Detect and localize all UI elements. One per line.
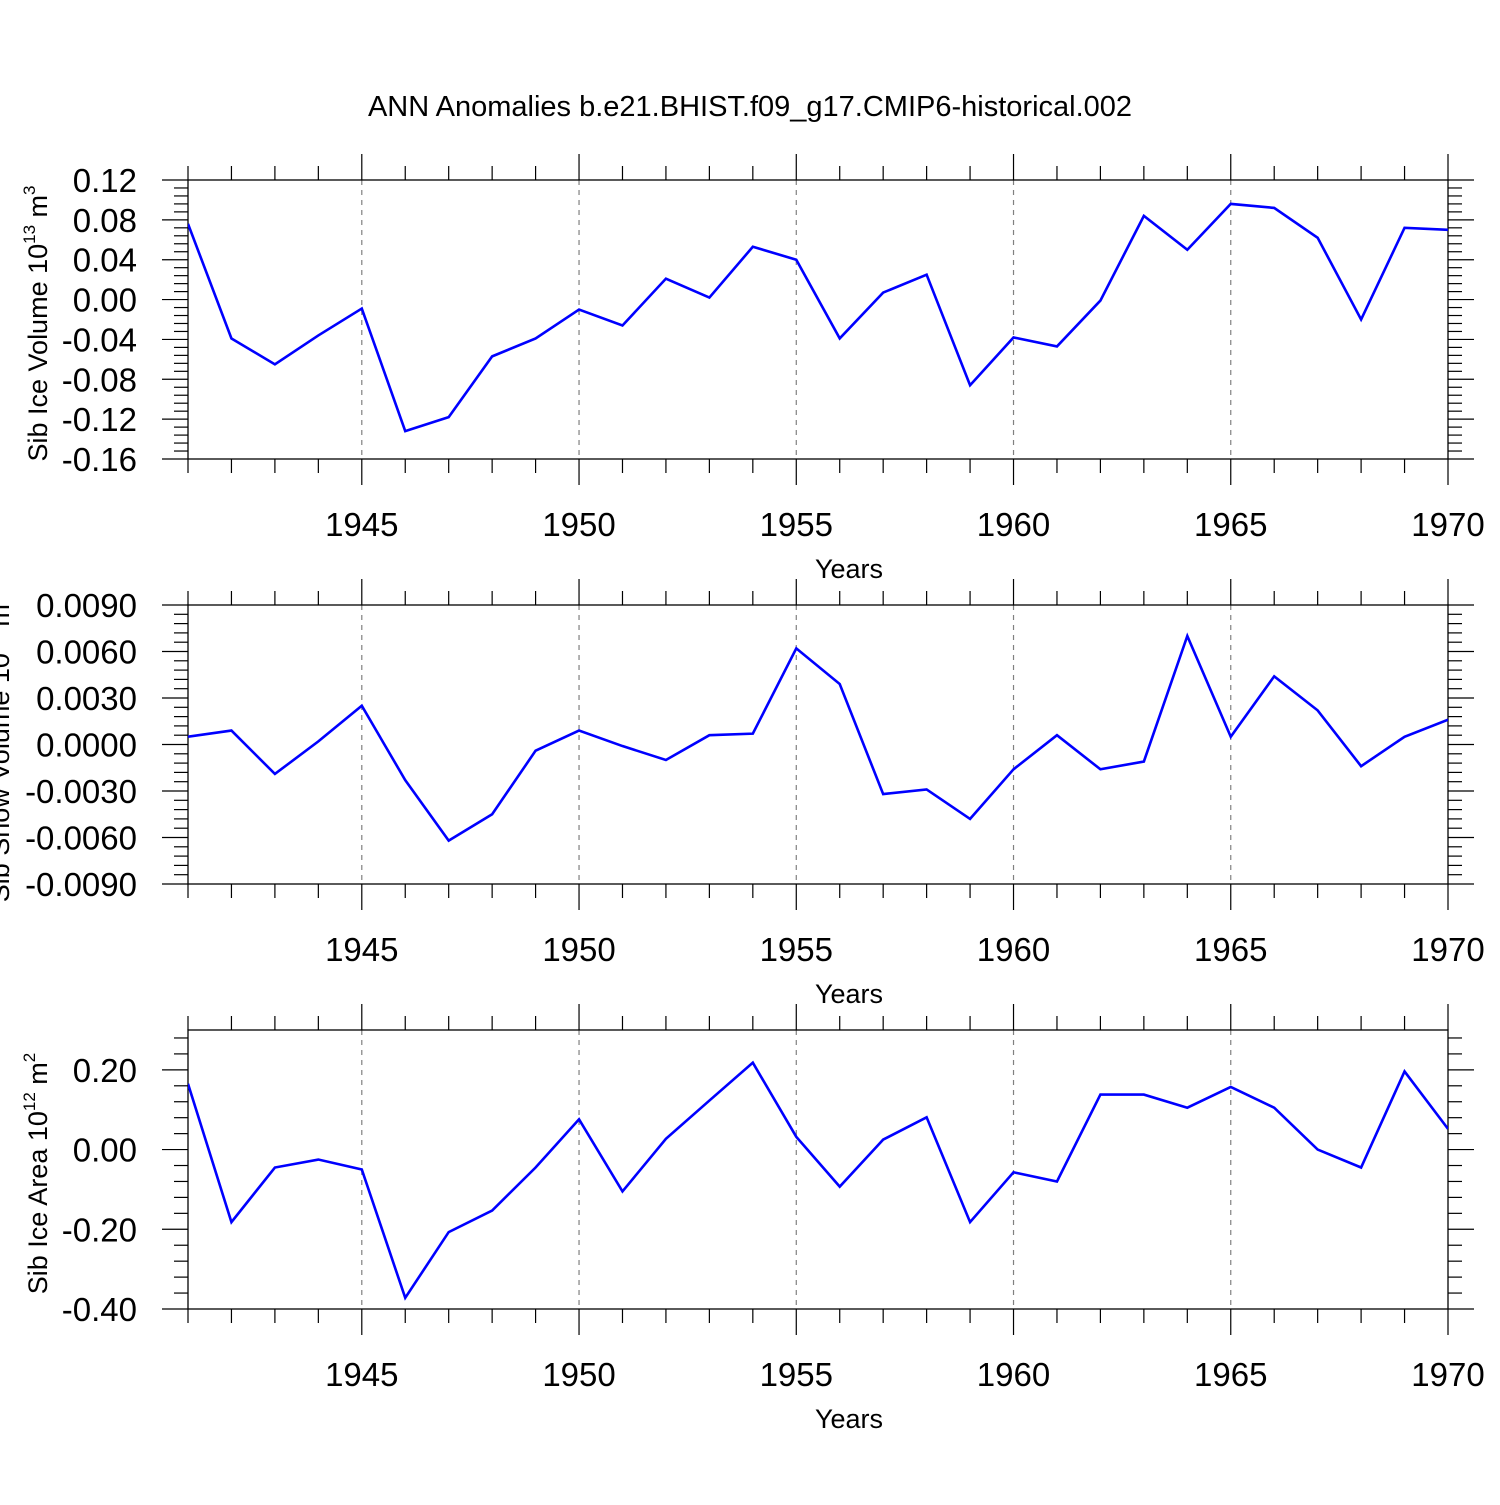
chart-panel-2: 1945 1950 1955 1960 1965 1970 Years 0.0090 0.006… (0, 579, 1485, 1009)
y-tick-label: 0.00 (73, 1132, 137, 1169)
x-axis-title: Years (815, 554, 883, 584)
y-tick-label: -0.40 (62, 1291, 137, 1328)
y-axis-title-main: Sib Snow Volume 10 (0, 653, 15, 902)
y-axis-title: Sib Snow Volume 1013 m3 (0, 595, 15, 903)
x-tick-label-1955: 1955 (760, 1356, 833, 1393)
y-axis-title: Sib Ice Area 1012 m2 (20, 1053, 53, 1295)
series-line-1 (188, 1063, 1448, 1298)
y-axis-title-exponent: 13 (20, 225, 39, 244)
y-tick-label: -0.04 (62, 321, 137, 358)
x-tick-label-1955: 1955 (760, 931, 833, 968)
x-tick-label-1945: 1945 (325, 931, 398, 968)
y-axis-title-unit-exponent: 2 (20, 1053, 39, 1062)
y-axis-title-unit: m (23, 1062, 53, 1092)
x-tick-label-1955: 1955 (760, 506, 833, 543)
y-tick-label: -0.0090 (25, 866, 137, 903)
x-tick-label-1945: 1945 (325, 1356, 398, 1393)
y-tick-label: -0.16 (62, 441, 137, 478)
series-line-1 (188, 204, 1448, 431)
x-tick-label-1965: 1965 (1194, 931, 1267, 968)
x-axis-title: Years (815, 1404, 883, 1434)
series-line-1 (188, 636, 1448, 841)
x-tick-label-1965: 1965 (1194, 506, 1267, 543)
y-tick-label: -0.0030 (25, 773, 137, 810)
plot-frame (188, 605, 1448, 884)
plot-frame (188, 1030, 1448, 1309)
y-tick-label: -0.12 (62, 401, 137, 438)
y-tick-label: 0.00 (73, 282, 137, 319)
y-tick-label: 0.0030 (36, 680, 137, 717)
y-axis-title-unit-exponent: 3 (0, 595, 1, 604)
x-tick-label-1960: 1960 (977, 1356, 1050, 1393)
figure-title: ANN Anomalies b.e21.BHIST.f09_g17.CMIP6-… (368, 91, 1132, 123)
y-axis-title-unit: m (23, 195, 53, 225)
x-tick-label-1970: 1970 (1411, 506, 1484, 543)
chart-panel-3: 1945 1950 1955 1960 1965 1970 Years 0.20 0.00 -0.… (20, 1004, 1484, 1434)
plot-frame (188, 180, 1448, 459)
y-tick-label: 0.0090 (36, 587, 137, 624)
y-tick-label: 0.0060 (36, 634, 137, 671)
x-axis-title: Years (815, 979, 883, 1009)
y-axis-title-exponent: 13 (0, 634, 1, 653)
x-tick-label-1970: 1970 (1411, 931, 1484, 968)
y-axis-title-main: Sib Ice Volume 10 (23, 244, 53, 462)
x-tick-label-1945: 1945 (325, 506, 398, 543)
y-tick-label: -0.0060 (25, 820, 137, 857)
x-tick-label-1970: 1970 (1411, 1356, 1484, 1393)
x-tick-label-1950: 1950 (542, 1356, 615, 1393)
x-tick-label-1960: 1960 (977, 506, 1050, 543)
y-tick-label: -0.20 (62, 1211, 137, 1248)
y-tick-label: 0.20 (73, 1052, 137, 1089)
y-tick-label: 0.12 (73, 162, 137, 199)
y-axis-title-exponent: 12 (20, 1092, 39, 1111)
y-axis-title-unit: m (0, 604, 15, 634)
y-tick-label: -0.08 (62, 361, 137, 398)
x-tick-label-1950: 1950 (542, 506, 615, 543)
y-axis-title-main: Sib Ice Area 10 (23, 1111, 53, 1294)
y-axis-title: Sib Ice Volume 1013 m3 (20, 185, 53, 461)
y-tick-label: 0.04 (73, 242, 137, 279)
x-tick-label-1960: 1960 (977, 931, 1050, 968)
y-axis-title-unit-exponent: 3 (20, 185, 39, 194)
y-tick-label: 0.0000 (36, 727, 137, 764)
x-tick-label-1965: 1965 (1194, 1356, 1267, 1393)
y-tick-label: 0.08 (73, 202, 137, 239)
x-tick-label-1950: 1950 (542, 931, 615, 968)
